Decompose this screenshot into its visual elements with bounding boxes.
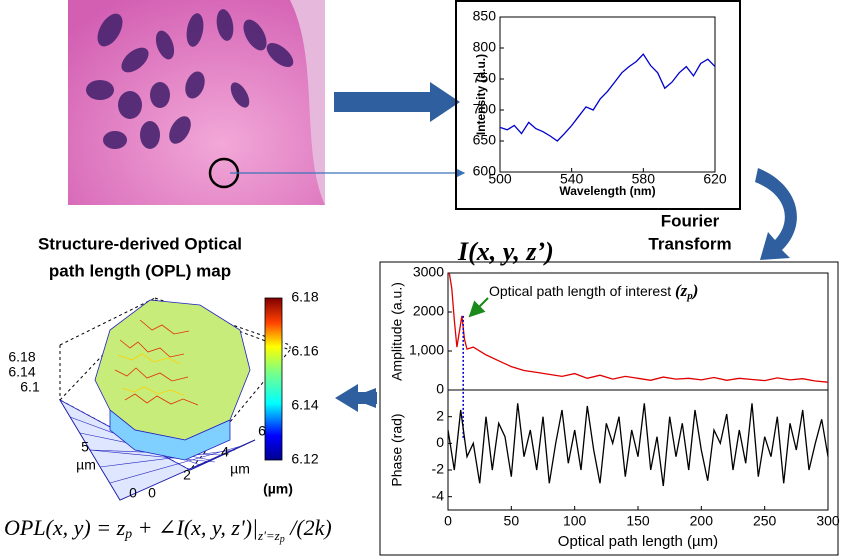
- annotation-text: Optical path length of interest: [489, 283, 675, 299]
- y-tick-label: 600: [473, 163, 497, 179]
- y-axis-label: Phase (rad): [389, 413, 405, 486]
- y-tick-label: -4: [432, 487, 445, 503]
- y-tick-label: 3000: [413, 264, 444, 280]
- tick-label: 0: [148, 485, 156, 501]
- colorbar-unit: (µm): [263, 481, 293, 497]
- eq-part: /(2k): [285, 515, 332, 540]
- tick-label: 5: [81, 439, 89, 455]
- tick-label: 6.12: [291, 451, 318, 467]
- tissue-image: [68, 0, 325, 205]
- x-tick-label: 580: [632, 171, 656, 187]
- data-line: [448, 272, 829, 383]
- y-tick-label: 2: [436, 407, 444, 423]
- plot-frame: [447, 389, 829, 511]
- arrow-right: [334, 82, 460, 122]
- tick-label: 2: [183, 467, 191, 483]
- y-tick-label: -2: [432, 461, 445, 477]
- data-line: [499, 53, 716, 142]
- arrow-curved: [755, 168, 797, 260]
- tick-label: 6.1: [20, 379, 40, 395]
- label: Fourier: [661, 211, 720, 230]
- y-tick-label: 2000: [413, 303, 444, 319]
- x-axis-label: Optical path length (µm): [558, 533, 718, 550]
- y-tick-label: 800: [473, 39, 497, 55]
- label: Structure-derived Optical: [38, 234, 242, 253]
- x-tick-label: 620: [703, 171, 727, 187]
- annotation-symbol: (z: [675, 281, 688, 300]
- annotation-arrow: [468, 297, 489, 318]
- tick-label: µm: [76, 457, 96, 473]
- data-line: [447, 403, 829, 487]
- annotation: Optical path length of interest (zp): [489, 281, 698, 302]
- x-tick-label: 540: [560, 171, 584, 187]
- fourier-frame: [379, 261, 839, 556]
- tick-label: 6: [258, 423, 266, 439]
- tick-label: 6.14: [8, 364, 35, 380]
- x-tick-label: 200: [690, 513, 714, 529]
- tick-label: 4: [221, 444, 229, 460]
- x-tick-label: 0: [444, 513, 452, 529]
- x-axis-label: Wavelength (nm): [559, 184, 655, 198]
- plot-frame: [499, 16, 716, 173]
- symbol: I(x, y, z’): [457, 237, 554, 266]
- x-tick-label: 100: [563, 513, 587, 529]
- tick-label: 6.16: [291, 343, 318, 359]
- tick-label: 6.18: [291, 289, 318, 305]
- y-tick-label: 750: [473, 70, 497, 86]
- y-tick-label: 700: [473, 101, 497, 117]
- y-tick-label: 1,000: [409, 342, 444, 358]
- y-tick-label: 850: [473, 8, 497, 24]
- x-tick-label: 500: [488, 171, 512, 187]
- arrow-left: [335, 384, 377, 412]
- spectrum-frame: [455, 0, 741, 210]
- eq-sub: z'=z: [257, 528, 280, 543]
- tick-label: 6.14: [291, 397, 318, 413]
- annotation-close: ): [691, 281, 699, 300]
- x-tick-label: 50: [504, 513, 520, 529]
- x-tick-label: 300: [816, 513, 840, 529]
- tick-label: 0: [129, 485, 137, 501]
- equation: OPL(x, y) = zp + ∠I(x, y, z')|z'=zp /(2k…: [4, 515, 332, 545]
- y-axis-label: Amplitude (a.u.): [389, 282, 405, 381]
- y-tick-label: 0: [436, 381, 444, 397]
- eq-sub: p: [124, 527, 132, 542]
- eq-sub: p: [279, 534, 285, 545]
- eq-part: + ∠I(x, y, z')|: [132, 515, 258, 540]
- y-tick-label: 650: [473, 132, 497, 148]
- x-tick-label: 150: [626, 513, 650, 529]
- y-axis-label: Intensity (a.u.): [474, 54, 488, 135]
- y-tick-label: 0: [436, 434, 444, 450]
- x-tick-label: 250: [753, 513, 777, 529]
- annotation-sub: p: [686, 290, 693, 302]
- label: Transform: [648, 234, 731, 253]
- surface-plot: [58, 297, 291, 501]
- tick-label: µm: [230, 461, 250, 477]
- eq-part: OPL(x, y) = z: [4, 515, 126, 540]
- tick-label: 6.18: [8, 349, 35, 365]
- label: path length (OPL) map: [49, 261, 231, 280]
